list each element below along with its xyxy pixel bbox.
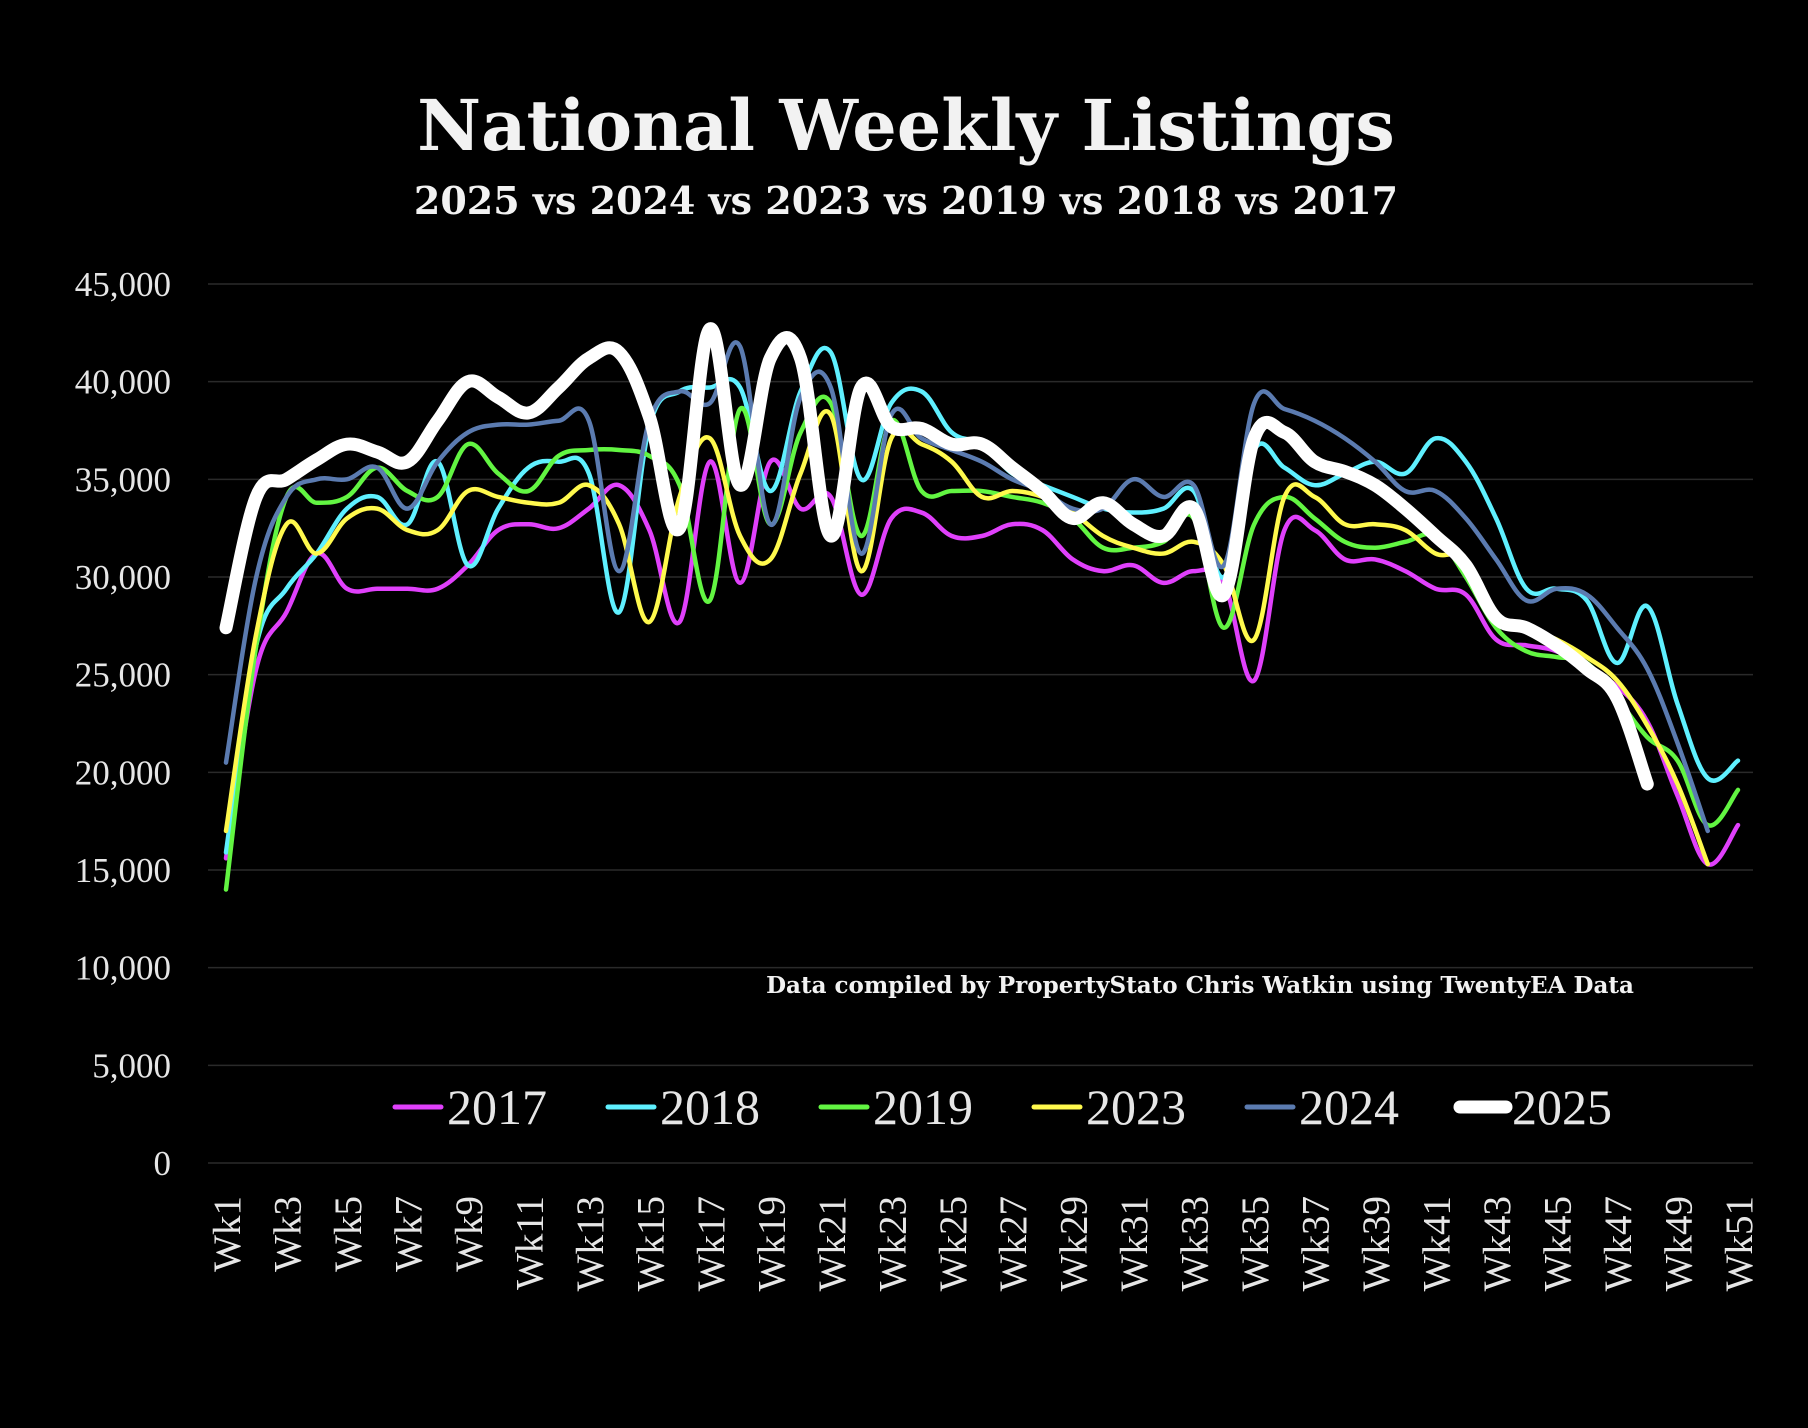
y-tick-label: 35,000 — [75, 460, 171, 499]
legend-label: 2025 — [1512, 1079, 1612, 1135]
legend-label: 2017 — [447, 1079, 547, 1135]
y-tick-label: 25,000 — [75, 656, 171, 695]
x-tick-label: Wk3 — [266, 1196, 309, 1272]
series-line — [223, 340, 1711, 834]
y-tick-label: 5,000 — [92, 1046, 171, 1085]
legend: 2017 2018 2019 2023 2024 2025 — [392, 1079, 1612, 1135]
x-tick-label: Wk7 — [387, 1196, 430, 1272]
x-tick-label: Wk51 — [1718, 1196, 1761, 1291]
x-tick-label: Wk23 — [871, 1196, 914, 1291]
series-line — [223, 457, 1741, 867]
annotation: Data compiled by PropertyStato Chris Wat… — [766, 972, 1634, 999]
x-tick-label: Wk41 — [1416, 1196, 1459, 1291]
chart-title: National Weekly Listings — [417, 84, 1395, 167]
x-tick-label: Wk43 — [1476, 1196, 1519, 1291]
x-tick-label: Wk1 — [206, 1196, 249, 1272]
y-tick-label: 20,000 — [75, 753, 171, 792]
y-tick-label: 0 — [154, 1144, 172, 1183]
y-tick-label: 10,000 — [75, 949, 171, 988]
x-tick-label: Wk5 — [327, 1196, 370, 1272]
x-tick-label: Wk13 — [569, 1196, 612, 1291]
x-tick-label: Wk35 — [1234, 1196, 1277, 1291]
y-tick-label: 30,000 — [75, 558, 171, 597]
x-tick-label: Wk15 — [629, 1196, 672, 1291]
legend-label: 2024 — [1299, 1079, 1399, 1135]
x-tick-label: Wk17 — [690, 1196, 733, 1291]
legend-label: 2019 — [873, 1079, 973, 1135]
axes: 0 5,000 10,000 15,000 20,000 25,000 30,000 35,0… — [75, 265, 1761, 1291]
series-line — [223, 345, 1741, 855]
x-tick-label: Wk19 — [750, 1196, 793, 1291]
x-tick-label: Wk21 — [811, 1196, 854, 1291]
x-tick-label: Wk9 — [448, 1196, 491, 1272]
plot — [219, 322, 1741, 892]
x-tick-label: Wk37 — [1295, 1196, 1338, 1291]
x-tick-label: Wk11 — [508, 1196, 551, 1290]
x-tick-label: Wk39 — [1355, 1196, 1398, 1291]
x-tick-label: Wk33 — [1174, 1196, 1217, 1291]
x-tick-label: Wk45 — [1537, 1196, 1580, 1291]
x-tick-label: Wk49 — [1658, 1196, 1701, 1291]
y-tick-label: 40,000 — [75, 363, 171, 402]
series-line — [219, 322, 1654, 791]
x-tick-label: Wk47 — [1597, 1196, 1640, 1291]
legend-label: 2023 — [1086, 1079, 1186, 1135]
y-tick-label: 45,000 — [75, 265, 171, 304]
y-tick-label: 15,000 — [75, 851, 171, 890]
x-tick-label: Wk27 — [992, 1196, 1035, 1291]
x-tick-label: Wk29 — [1053, 1196, 1096, 1291]
legend-label: 2018 — [660, 1079, 760, 1135]
x-tick-label: Wk31 — [1113, 1196, 1156, 1291]
chart-subtitle: 2025 vs 2024 vs 2023 vs 2019 vs 2018 vs … — [414, 178, 1398, 223]
x-tick-label: Wk25 — [932, 1196, 975, 1291]
